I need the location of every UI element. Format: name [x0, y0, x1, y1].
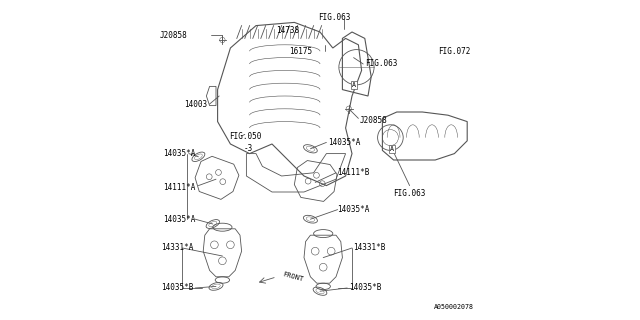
Text: FIG.063: FIG.063	[394, 189, 426, 198]
Text: FIG.063: FIG.063	[318, 13, 351, 22]
Text: FRONT: FRONT	[282, 271, 303, 283]
Text: 14003: 14003	[184, 100, 207, 108]
Text: A050002078: A050002078	[434, 304, 474, 310]
Text: A: A	[351, 82, 356, 88]
Text: 16175: 16175	[289, 47, 312, 56]
Text: A: A	[390, 146, 394, 152]
Text: 14111*A: 14111*A	[163, 183, 196, 192]
Text: J20858: J20858	[159, 31, 187, 40]
Text: 14331*A: 14331*A	[161, 244, 194, 252]
Text: 14331*B: 14331*B	[354, 244, 386, 252]
Text: 14738: 14738	[276, 26, 300, 35]
Text: 14035*B: 14035*B	[161, 284, 194, 292]
Text: 14035*A: 14035*A	[163, 215, 196, 224]
Text: FIG.072: FIG.072	[438, 47, 471, 56]
Text: 14035*B: 14035*B	[349, 284, 381, 292]
Text: 14035*A: 14035*A	[163, 149, 196, 158]
Text: -3: -3	[243, 144, 252, 153]
Text: J20858: J20858	[360, 116, 388, 124]
Text: 14035*A: 14035*A	[338, 205, 370, 214]
Text: 14035*A: 14035*A	[328, 138, 360, 147]
Text: 14111*B: 14111*B	[338, 168, 370, 177]
Text: FIG.050: FIG.050	[229, 132, 261, 140]
Text: FIG.063: FIG.063	[365, 59, 397, 68]
